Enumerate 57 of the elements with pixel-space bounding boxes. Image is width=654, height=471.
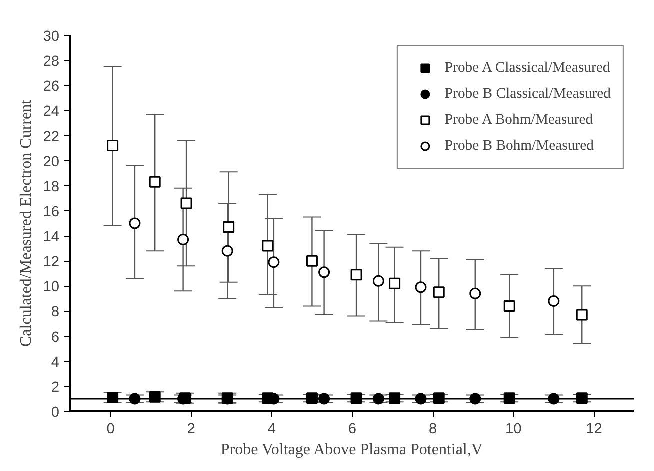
y-tick-label: 22 xyxy=(43,129,60,146)
y-tick-label: 28 xyxy=(43,54,60,70)
y-tick-label: 24 xyxy=(43,104,60,120)
point xyxy=(415,282,427,294)
legend-label: Probe A Classical/Measured xyxy=(444,60,610,76)
y-tick-label: 4 xyxy=(51,354,60,371)
x-tick-label: 0 xyxy=(106,422,115,438)
point xyxy=(504,300,516,312)
point xyxy=(350,269,362,281)
x-tick-label: 12 xyxy=(586,422,602,438)
x-tick-label: 2 xyxy=(187,422,196,438)
y-tick-label: 8 xyxy=(51,304,60,321)
point xyxy=(433,392,445,404)
point xyxy=(268,256,280,268)
y-tick-label: 30 xyxy=(43,29,60,45)
point xyxy=(576,392,588,404)
point xyxy=(178,234,190,246)
point xyxy=(318,266,330,278)
x-tick-label: 4 xyxy=(268,422,276,438)
legend-label: Probe B Classical/Measured xyxy=(444,86,611,102)
point xyxy=(433,286,445,298)
point xyxy=(223,222,235,234)
point xyxy=(107,140,119,152)
y-tick-label: 18 xyxy=(43,179,60,196)
point xyxy=(504,392,516,404)
y-tick-label: 2 xyxy=(51,380,60,396)
point xyxy=(180,198,192,210)
y-tick-label: 6 xyxy=(51,330,60,346)
point xyxy=(107,392,119,404)
x-axis-title: Probe Voltage Above Plasma Potential,V xyxy=(220,442,484,458)
point xyxy=(389,278,401,290)
y-tick-label: 12 xyxy=(43,254,60,271)
point xyxy=(149,391,161,403)
point xyxy=(389,392,401,404)
point xyxy=(262,240,274,252)
y-tick-label: 10 xyxy=(43,280,60,296)
y-tick-label: 16 xyxy=(43,204,60,220)
point xyxy=(306,392,318,404)
point xyxy=(306,255,318,267)
x-tick-label: 10 xyxy=(505,422,522,438)
y-axis-title: Calculated/Measured Electron Current xyxy=(18,99,36,348)
point xyxy=(470,288,482,300)
y-tick-label: 14 xyxy=(43,230,60,246)
x-tick-label: 8 xyxy=(428,422,438,438)
point xyxy=(372,275,384,287)
point xyxy=(548,295,560,307)
point xyxy=(222,245,234,257)
point xyxy=(149,176,161,188)
point xyxy=(576,309,588,321)
y-tick-label: 26 xyxy=(43,79,60,96)
y-tick-label: 0 xyxy=(51,405,60,421)
legend-label: Probe B Bohm/Measured xyxy=(444,138,594,154)
x-tick-label: 6 xyxy=(348,422,357,438)
point xyxy=(350,392,362,404)
y-tick-label: 20 xyxy=(43,154,60,170)
point xyxy=(129,218,141,230)
legend-label: Probe A Bohm/Measured xyxy=(444,112,594,128)
